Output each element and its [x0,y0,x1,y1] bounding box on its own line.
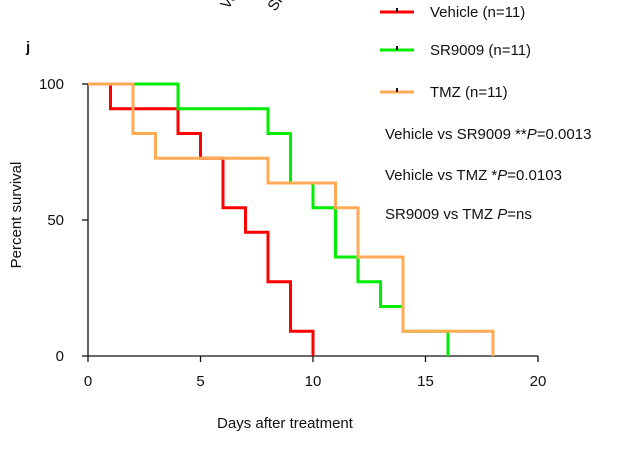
top-label-fragment-2: SR [264,0,290,14]
top-label-fragment-1: Ve [217,0,241,12]
y-tick-label-0: 0 [56,348,64,365]
series-line-3 [88,82,495,356]
x-tick-label-15: 15 [417,373,434,390]
legend-label-2: SR9009 (n=11) [430,42,531,59]
y-tick-label-50: 50 [47,212,64,229]
panel-label: j [25,39,30,56]
legend-label-3: TMZ (n=11) [430,84,508,101]
annotations: Vehicle vs SR9009 **P=0.0013 Vehicle vs T… [385,126,591,223]
x-tick-label-0: 0 [84,373,92,390]
x-tick-label-20: 20 [530,373,547,390]
series-lines [88,82,495,356]
annotation-1: Vehicle vs SR9009 **P=0.0013 [385,126,591,143]
legend: Vehicle (n=11) SR9009 (n=11) TMZ (n=11) [380,4,531,101]
ticks: 0 5 10 15 20 0 50 100 [39,76,546,390]
x-tick-label-10: 10 [305,373,322,390]
annotation-2: Vehicle vs TMZ *P=0.0103 [385,167,562,184]
x-axis-title: Days after treatment [217,415,354,432]
series-line-1 [88,82,315,356]
x-tick-label-5: 5 [196,373,204,390]
y-axis-title: Percent survival [8,162,25,269]
y-tick-label-100: 100 [39,76,64,93]
legend-label-1: Vehicle (n=11) [430,4,525,21]
annotation-3: SR9009 vs TMZ P=ns [385,206,532,223]
